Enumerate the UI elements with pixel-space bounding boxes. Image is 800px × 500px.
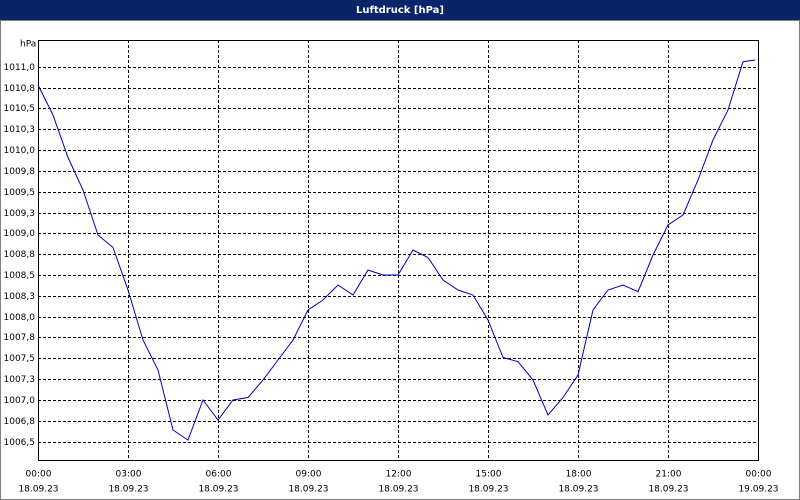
plot-border bbox=[38, 40, 759, 461]
y-tick-label: 1008,0 bbox=[4, 313, 36, 323]
x-tick-date: 19.09.23 bbox=[738, 485, 778, 495]
x-tick-date: 18.09.23 bbox=[558, 485, 598, 495]
x-tick-date: 18.09.23 bbox=[108, 485, 148, 495]
data-line bbox=[37, 59, 756, 441]
x-tick-label: 00:00 bbox=[746, 470, 772, 480]
y-tick-label: 1011,0 bbox=[4, 63, 36, 73]
y-tick-label: 1008,3 bbox=[4, 292, 36, 302]
y-tick-label: 1009,5 bbox=[4, 188, 36, 198]
title-bar bbox=[0, 0, 800, 20]
y-tick-label: 1007,8 bbox=[4, 333, 36, 343]
y-tick-label: 1009,8 bbox=[4, 167, 36, 177]
y-tick-label: 1010,0 bbox=[4, 146, 36, 156]
y-tick-label: 1008,5 bbox=[4, 271, 36, 281]
y-tick-label: 1006,8 bbox=[4, 417, 36, 427]
x-tick-label: 12:00 bbox=[386, 470, 412, 480]
y-tick-label: 1010,3 bbox=[4, 125, 36, 135]
x-tick-date: 18.09.23 bbox=[18, 485, 58, 495]
x-tick-label: 15:00 bbox=[476, 470, 502, 480]
x-tick-label: 21:00 bbox=[656, 470, 682, 480]
y-tick-label: 1009,0 bbox=[4, 229, 36, 239]
y-tick-label: 1010,8 bbox=[4, 84, 36, 94]
y-tick-label: 1008,8 bbox=[4, 250, 36, 260]
y-tick-label: 1007,0 bbox=[4, 396, 36, 406]
x-tick-label: 06:00 bbox=[206, 470, 232, 480]
y-tick-label: 1006,5 bbox=[4, 438, 36, 448]
chart-title: Luftdruck [hPa] bbox=[356, 5, 444, 16]
y-tick-label: 1010,5 bbox=[4, 104, 36, 114]
x-tick-date: 18.09.23 bbox=[378, 485, 418, 495]
frame bbox=[0, 20, 800, 500]
y-tick-label: 1007,3 bbox=[4, 375, 36, 385]
x-tick-date: 18.09.23 bbox=[288, 485, 328, 495]
x-tick-date: 18.09.23 bbox=[198, 485, 238, 495]
x-tick-date: 18.09.23 bbox=[468, 485, 508, 495]
x-tick-label: 00:00 bbox=[26, 470, 52, 480]
y-tick-label: 1009,3 bbox=[4, 209, 36, 219]
y-axis-label: hPa bbox=[20, 40, 36, 50]
x-tick-label: 18:00 bbox=[566, 470, 592, 480]
y-tick-label: 1007,5 bbox=[4, 354, 36, 364]
x-tick-date: 18.09.23 bbox=[648, 485, 688, 495]
x-tick-label: 09:00 bbox=[296, 470, 322, 480]
x-tick-label: 03:00 bbox=[116, 470, 142, 480]
